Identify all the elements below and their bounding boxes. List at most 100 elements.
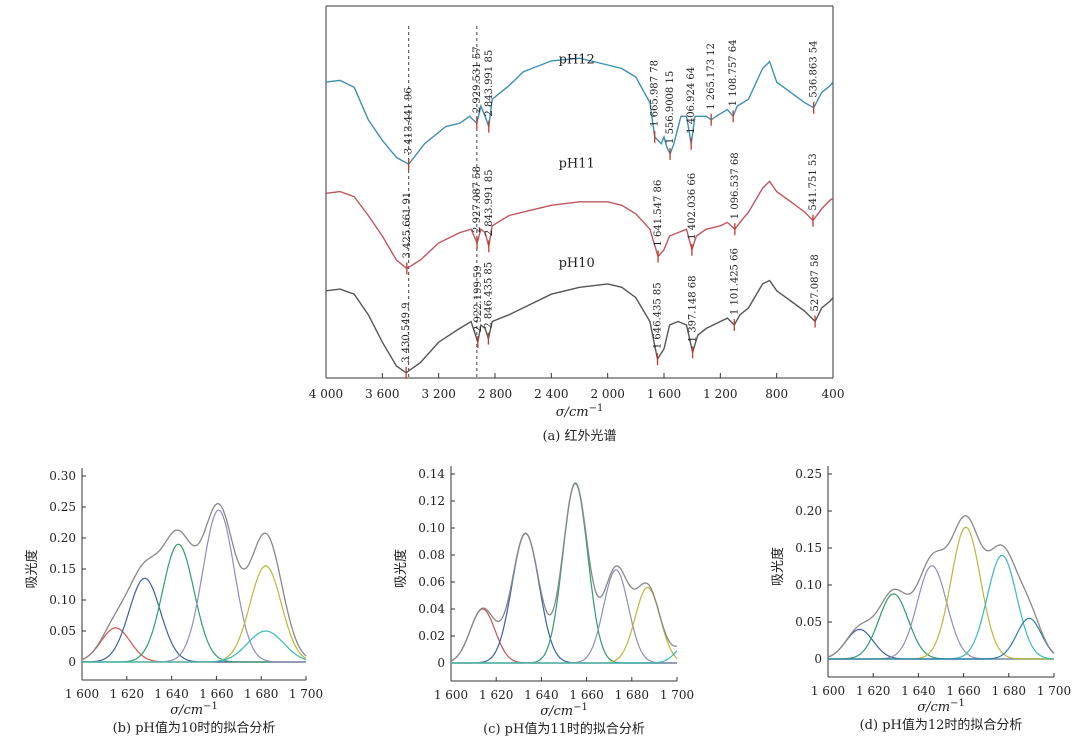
peak-label: 1 265.173 12 (706, 43, 717, 110)
peak-label: 3 430.549 9 (401, 302, 412, 362)
fitted-peak-curve (828, 554, 1055, 660)
x-tick-label: 1 680 (992, 684, 1026, 698)
y-tick-label: 0.10 (795, 578, 822, 592)
y-tick-label: 0.06 (418, 575, 445, 589)
x-axis-label: σ/cm−1 (556, 403, 604, 420)
y-tick-label: 0 (68, 655, 76, 669)
fitted-peak-curve (82, 543, 306, 663)
y-tick-label: 0.15 (49, 562, 76, 576)
fitted-peak-curve (828, 526, 1054, 660)
peak-label: 1 665.987 78 (650, 60, 661, 127)
peak-label: 2 843.991 85 (484, 50, 495, 117)
panel-caption: (d) pH值为12时的拟合分析 (860, 717, 1023, 733)
x-tick-label: 1 200 (703, 387, 737, 401)
y-axis-label: 吸光度 (393, 549, 409, 588)
fitted-peak-curve (82, 509, 306, 663)
peak-label: 1 101.425 66 (729, 248, 740, 315)
peak-label: 1 108.757 64 (728, 40, 739, 107)
x-axis-label-main: σ/cm (917, 700, 950, 715)
x-axis-label-main: σ/cm (170, 703, 203, 718)
peak-label: 527.087 58 (810, 254, 821, 311)
x-tick-label: 1 660 (569, 688, 603, 702)
fitted-peak-curve (82, 630, 307, 663)
x-tick-label: 1 700 (289, 687, 323, 701)
y-tick-label: 0.12 (418, 494, 445, 508)
fitted-peak-curve (451, 532, 677, 664)
x-tick-label: 1 600 (647, 387, 681, 401)
x-tick-label: 800 (765, 387, 788, 401)
fitted-peak-curve (451, 586, 678, 664)
peak-label: 1 646.435 85 (653, 282, 664, 349)
y-tick-label: 0.05 (795, 615, 822, 629)
x-axis-label-sup: −1 (950, 698, 965, 709)
y-tick-label: 0.05 (49, 624, 76, 638)
y-tick-label: 0.25 (49, 500, 76, 514)
peak-label: 1 397.148 68 (688, 276, 699, 343)
fitted-peak-curve (451, 482, 677, 664)
y-tick-label: 0.08 (418, 548, 445, 562)
x-tick-label: 1 700 (1037, 684, 1071, 698)
y-tick-label: 0.15 (795, 541, 822, 555)
peak-label: 1 096.537 68 (730, 152, 741, 219)
peak-label: 2 922.199 59 (473, 265, 484, 332)
peak-label: 2 846.435 85 (483, 262, 494, 329)
panel-caption: (a) 红外光谱 (542, 428, 616, 444)
x-tick-label: 1 660 (199, 687, 233, 701)
peak-label: 3 413.441 96 (404, 87, 415, 154)
x-axis-label-main: σ/cm (540, 704, 573, 719)
panel-b-fit-ph10: 0 0.05 0.10 0.15 0.20 0.25 0.30 1 600 1 620 1 640… (24, 468, 323, 736)
series-name-label: pH12 (559, 52, 595, 67)
x-axis-label: σ/cm−1 (540, 702, 588, 719)
x-tick-label: 2 400 (534, 387, 568, 401)
x-tick-label: 1 620 (856, 684, 890, 698)
series-line-pH12 (325, 57, 834, 166)
x-axis-label-sup: −1 (573, 702, 588, 713)
x-tick-label: 1 600 (434, 688, 468, 702)
x-tick-label: 1 680 (615, 688, 649, 702)
y-tick-label: 0.30 (49, 469, 76, 483)
panel-a-ir-spectra: 4 000 3 600 3 200 2 800 2 400 2 000 1 600 1 200… (309, 5, 844, 444)
envelope-curve (450, 482, 678, 662)
y-tick-label: 0.10 (418, 521, 445, 535)
x-axis-label-main: σ/cm (556, 405, 589, 420)
y-tick-label: 0.02 (418, 629, 445, 643)
x-tick-label: 1 600 (65, 687, 99, 701)
x-tick-label: 1 620 (479, 688, 513, 702)
x-tick-label: 1 700 (660, 688, 694, 702)
x-tick-label: 1 640 (901, 684, 935, 698)
x-tick-label: 1 640 (524, 688, 558, 702)
y-axis-label: 吸光度 (24, 549, 40, 588)
x-tick-label: 1 600 (811, 684, 845, 698)
peak-label: 541.751 53 (808, 153, 819, 210)
peak-label: 2 843.991 85 (484, 170, 495, 237)
envelope-curve (81, 502, 307, 661)
x-tick-label: 3 200 (421, 387, 455, 401)
peak-label: 536.863 54 (809, 41, 820, 98)
peak-label: 2 929.531 57 (472, 46, 483, 113)
y-tick-label: 0.04 (418, 602, 445, 616)
x-tick-label: 1 680 (244, 687, 278, 701)
panel-c-fit-ph11: 0 0.02 0.04 0.06 0.08 0.10 0.12 0.14 1 600 1 620 1… (393, 466, 694, 737)
fitted-peak-curve (827, 628, 1054, 660)
peak-label: 1 406.924 64 (686, 67, 697, 134)
y-tick-label: 0.20 (49, 531, 76, 545)
series-line-pH10 (325, 279, 834, 374)
panel-d-fit-ph12: 0 0.05 0.10 0.15 0.20 0.25 1 600 1 620 1 640 1 66… (770, 466, 1071, 733)
series-name-label: pH11 (559, 157, 595, 172)
peak-label: 1 556.9008 15 (665, 71, 676, 144)
y-tick-label: 0 (814, 652, 822, 666)
x-tick-label: 2 800 (478, 387, 512, 401)
peak-label: 2 927.087 58 (472, 166, 483, 233)
y-tick-label: 0.25 (795, 467, 822, 481)
y-axis-label: 吸光度 (770, 547, 786, 586)
envelope-curve (827, 515, 1055, 658)
y-tick-label: 0.10 (49, 593, 76, 607)
x-tick-label: 4 000 (309, 387, 343, 401)
peak-label: 3 425.661 91 (402, 192, 413, 259)
panel-caption: (c) pH值为11时的拟合分析 (483, 721, 645, 737)
x-axis-label: σ/cm−1 (917, 698, 965, 715)
panel-caption: (b) pH值为10时的拟合分析 (113, 720, 276, 736)
x-tick-label: 1 640 (154, 687, 188, 701)
x-axis-label-sup: −1 (203, 701, 218, 712)
